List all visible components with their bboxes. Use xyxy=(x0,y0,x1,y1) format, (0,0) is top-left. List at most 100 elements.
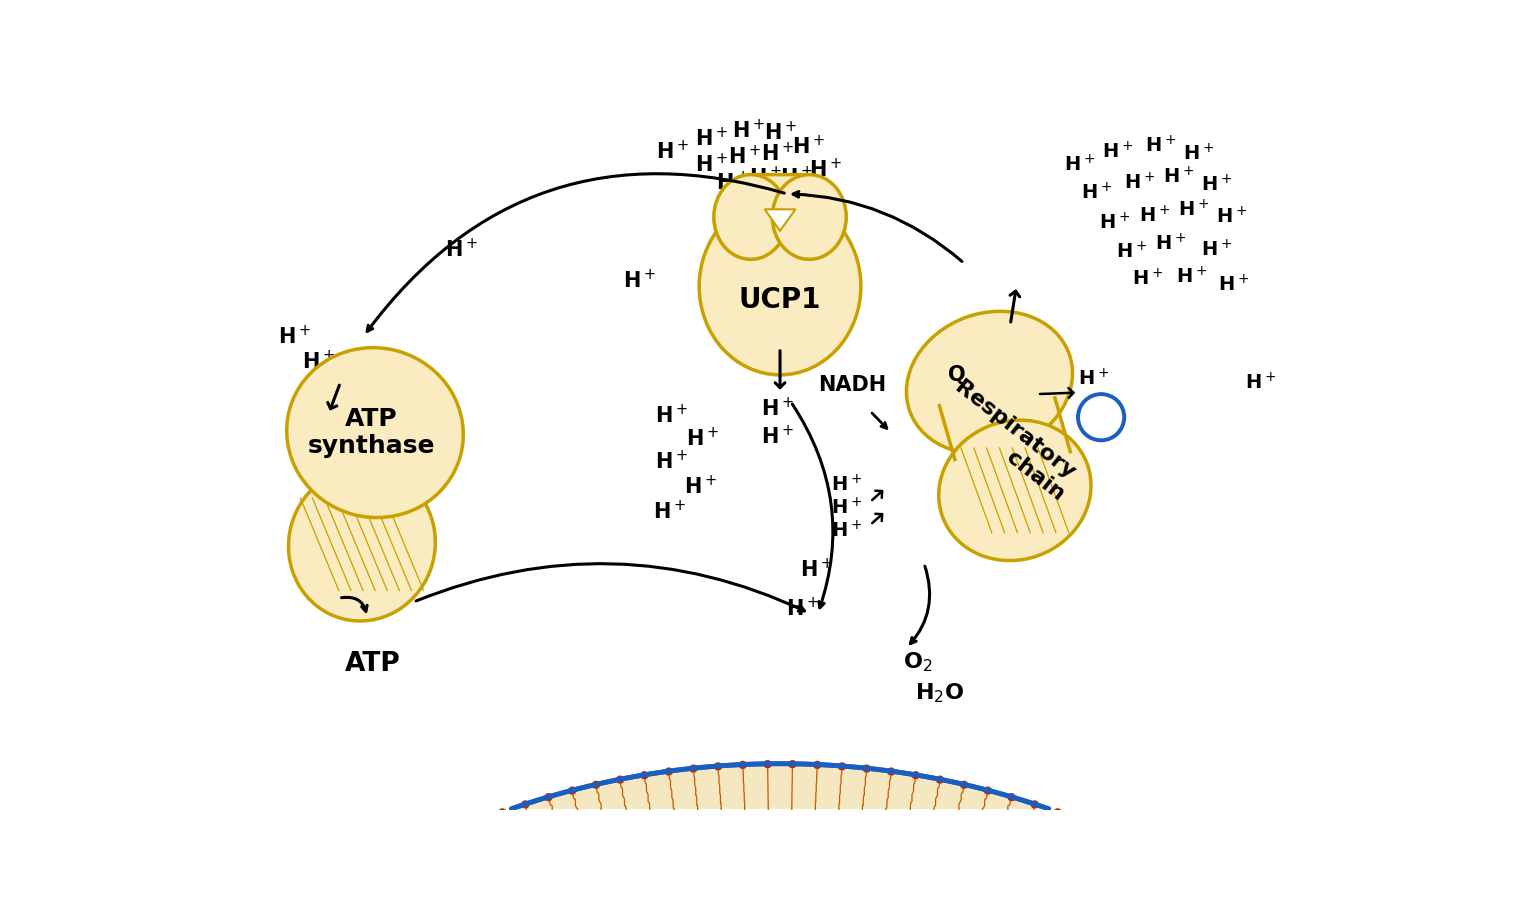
Circle shape xyxy=(633,858,639,865)
Text: H$^+$: H$^+$ xyxy=(1175,267,1207,288)
Circle shape xyxy=(814,762,820,768)
Circle shape xyxy=(641,772,648,779)
Text: ATP: ATP xyxy=(345,407,397,430)
Text: H$^+$: H$^+$ xyxy=(732,119,766,142)
Text: H$^+$: H$^+$ xyxy=(779,166,813,188)
Circle shape xyxy=(942,863,948,870)
Circle shape xyxy=(390,859,397,865)
Polygon shape xyxy=(764,209,796,231)
Circle shape xyxy=(1224,896,1230,904)
Text: UCP1: UCP1 xyxy=(738,286,822,314)
Circle shape xyxy=(569,875,575,881)
Text: H$^+$: H$^+$ xyxy=(799,558,833,581)
Circle shape xyxy=(985,787,991,794)
Ellipse shape xyxy=(699,197,861,375)
Circle shape xyxy=(476,817,482,824)
Text: H$^+$: H$^+$ xyxy=(1201,174,1233,196)
Circle shape xyxy=(1163,859,1170,865)
Circle shape xyxy=(1055,809,1061,816)
Text: H$^+$: H$^+$ xyxy=(831,498,863,519)
Circle shape xyxy=(616,776,624,784)
Circle shape xyxy=(887,768,895,775)
Text: H$^+$: H$^+$ xyxy=(1116,241,1148,262)
Circle shape xyxy=(1032,801,1038,808)
Text: Q: Q xyxy=(948,365,965,385)
Circle shape xyxy=(743,845,750,853)
Circle shape xyxy=(985,875,991,881)
Text: H$^+$: H$^+$ xyxy=(831,521,863,541)
Circle shape xyxy=(689,765,697,772)
Circle shape xyxy=(1143,847,1149,854)
Circle shape xyxy=(612,863,618,870)
Text: H$^+$: H$^+$ xyxy=(653,500,686,522)
Text: H$^+$: H$^+$ xyxy=(761,425,794,448)
Text: H$^+$: H$^+$ xyxy=(1218,274,1250,296)
Text: H$^+$: H$^+$ xyxy=(1081,182,1113,203)
Polygon shape xyxy=(511,763,1049,809)
Circle shape xyxy=(522,801,528,808)
Text: H$^+$: H$^+$ xyxy=(654,450,688,473)
Text: H$^+$: H$^+$ xyxy=(738,188,772,212)
Circle shape xyxy=(528,888,534,895)
Text: H$^+$: H$^+$ xyxy=(1245,372,1275,393)
Circle shape xyxy=(1046,895,1053,903)
Circle shape xyxy=(912,772,919,779)
Text: H$^+$: H$^+$ xyxy=(1178,198,1208,220)
Text: H$_2$O: H$_2$O xyxy=(915,681,963,704)
Text: synthase: synthase xyxy=(307,434,435,459)
Circle shape xyxy=(788,761,796,768)
Text: H$^+$: H$^+$ xyxy=(808,157,842,181)
Text: H$^+$: H$^+$ xyxy=(1125,172,1155,193)
Circle shape xyxy=(766,844,772,852)
Circle shape xyxy=(350,884,356,890)
Text: H$^+$: H$^+$ xyxy=(769,184,802,207)
Text: H$^+$: H$^+$ xyxy=(1183,143,1215,165)
Text: H$^+$: H$^+$ xyxy=(686,427,718,450)
Text: H$^+$: H$^+$ xyxy=(446,238,478,261)
Circle shape xyxy=(677,851,683,858)
Text: H$^+$: H$^+$ xyxy=(1140,205,1170,226)
Circle shape xyxy=(960,782,968,788)
Text: H$^+$: H$^+$ xyxy=(277,325,310,348)
Circle shape xyxy=(1008,794,1015,801)
Text: H$^+$: H$^+$ xyxy=(1145,136,1177,157)
Ellipse shape xyxy=(939,420,1091,561)
Text: H$^+$: H$^+$ xyxy=(1085,395,1117,416)
Text: H$^+$: H$^+$ xyxy=(1216,207,1248,228)
Polygon shape xyxy=(349,470,388,507)
Text: O$_2$: O$_2$ xyxy=(903,651,933,674)
Text: H$^+$: H$^+$ xyxy=(696,126,728,150)
Circle shape xyxy=(1120,837,1128,844)
Text: H$^+$: H$^+$ xyxy=(1155,233,1186,255)
Text: H$^+$: H$^+$ xyxy=(717,171,750,194)
Circle shape xyxy=(810,845,817,853)
Circle shape xyxy=(330,896,336,904)
Text: ATP: ATP xyxy=(345,651,400,677)
Circle shape xyxy=(833,846,839,854)
Text: H$^+$: H$^+$ xyxy=(831,474,863,496)
Circle shape xyxy=(839,763,846,770)
Text: H$^+$: H$^+$ xyxy=(1163,167,1193,187)
Circle shape xyxy=(1065,904,1073,910)
Text: H$^+$: H$^+$ xyxy=(791,135,825,157)
Circle shape xyxy=(654,854,662,862)
Text: H$^+$: H$^+$ xyxy=(1099,213,1129,234)
Circle shape xyxy=(507,895,514,903)
Text: H$^+$: H$^+$ xyxy=(1102,141,1134,162)
Ellipse shape xyxy=(286,348,463,518)
Circle shape xyxy=(665,768,673,775)
Circle shape xyxy=(721,846,728,854)
Circle shape xyxy=(699,849,706,855)
Circle shape xyxy=(1078,817,1084,824)
Circle shape xyxy=(1026,888,1032,895)
Text: chain: chain xyxy=(1003,448,1068,505)
Text: H$^+$: H$^+$ xyxy=(1064,154,1096,176)
Circle shape xyxy=(764,761,772,768)
Circle shape xyxy=(1005,881,1012,887)
Text: H$^+$: H$^+$ xyxy=(1201,238,1233,260)
Circle shape xyxy=(411,847,417,854)
Text: H$^+$: H$^+$ xyxy=(656,140,689,163)
Circle shape xyxy=(499,809,505,816)
Ellipse shape xyxy=(772,175,846,259)
Circle shape xyxy=(877,851,883,858)
